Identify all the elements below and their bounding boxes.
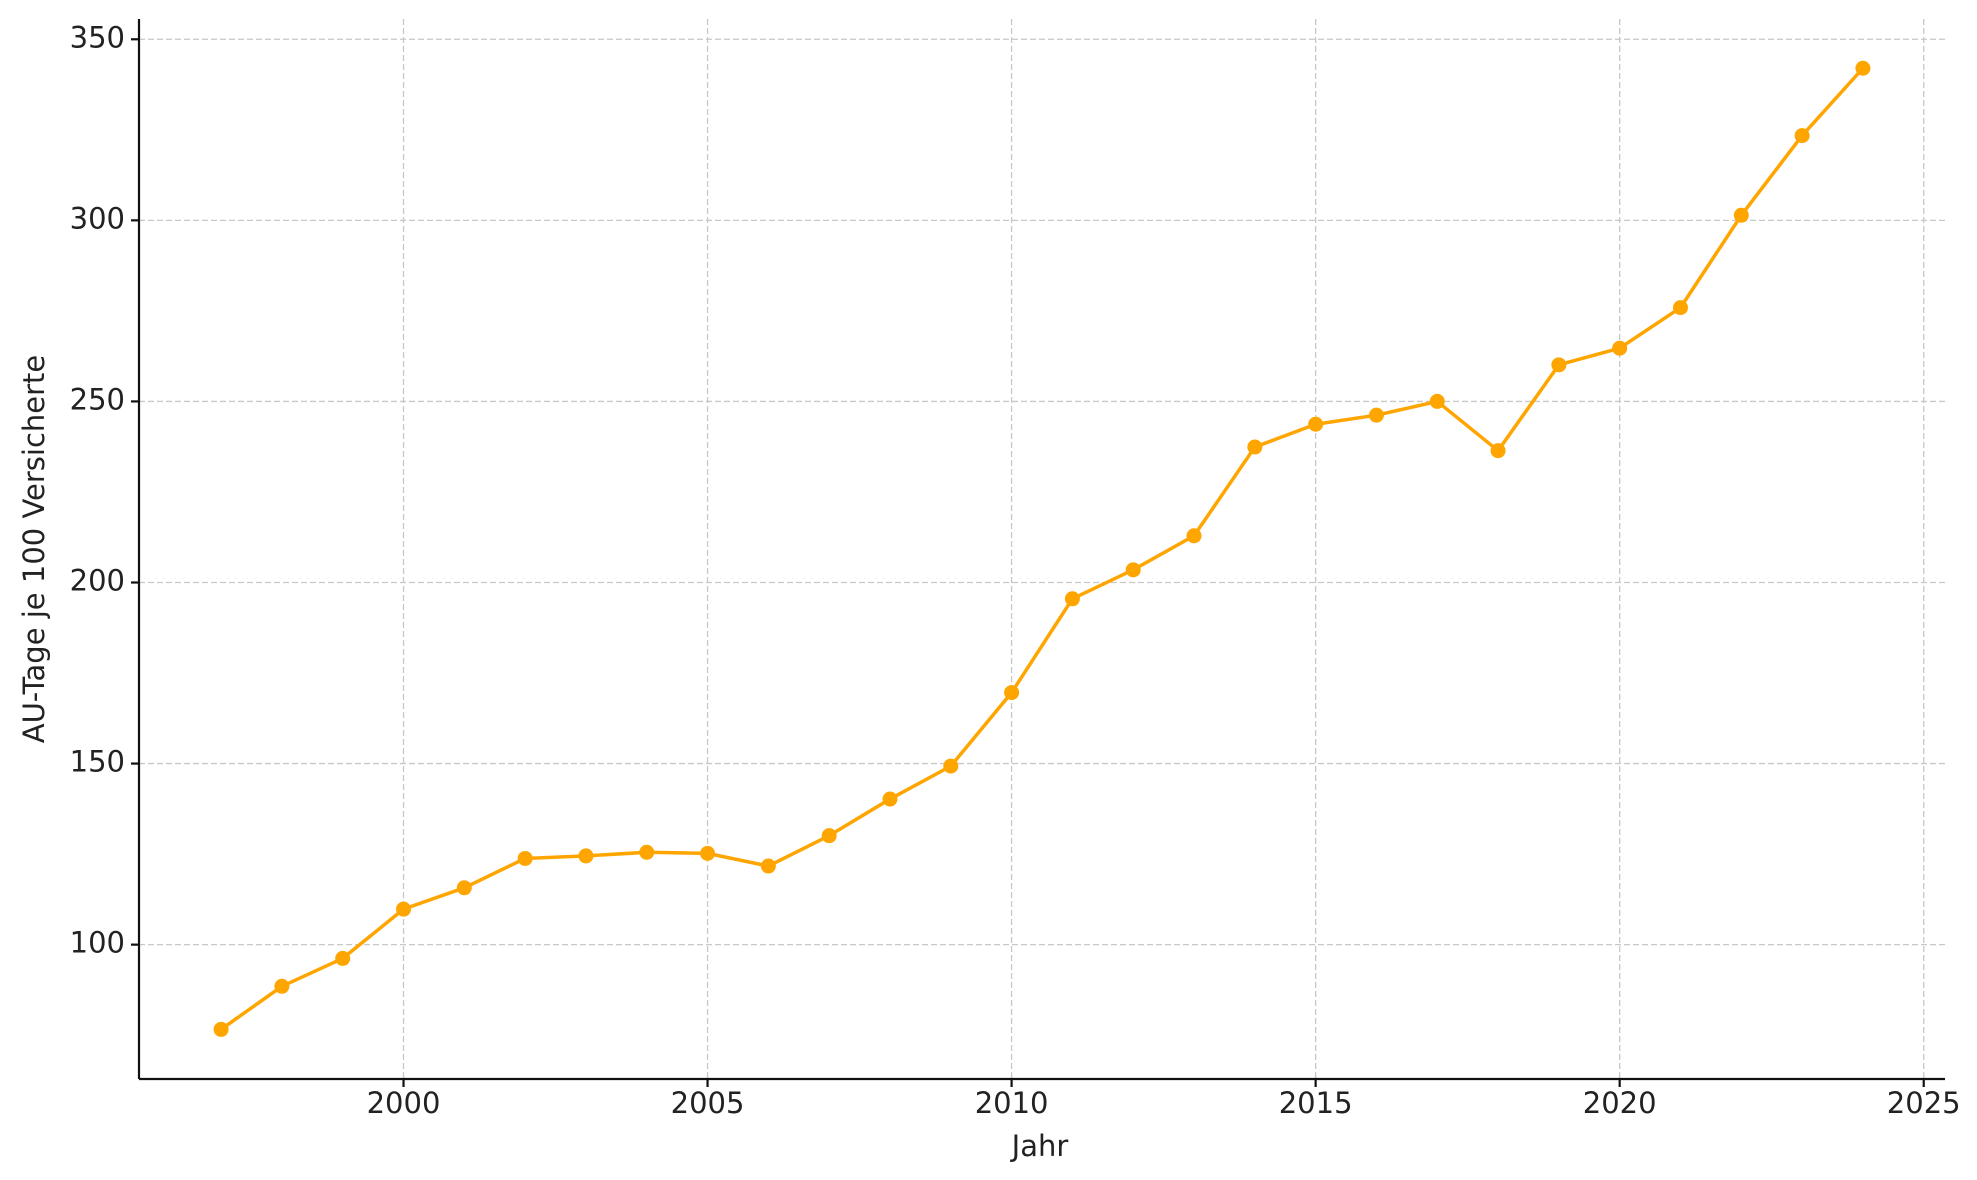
- point: [213, 1021, 229, 1037]
- point: [1612, 340, 1628, 356]
- point: [335, 950, 351, 966]
- y-tick-label: 300: [70, 201, 125, 235]
- point: [1368, 407, 1384, 423]
- x-tick-label: 2020: [1583, 1086, 1657, 1120]
- point: [1308, 416, 1324, 432]
- x-tick-label: 2010: [975, 1086, 1049, 1120]
- point: [760, 858, 776, 874]
- point: [274, 978, 290, 994]
- point: [1794, 128, 1810, 144]
- y-tick-label: 100: [70, 926, 125, 960]
- point: [1733, 207, 1749, 223]
- line: [220, 67, 1865, 1031]
- point: [1490, 443, 1506, 459]
- point: [1855, 60, 1871, 76]
- point: [396, 901, 412, 917]
- point: [456, 880, 472, 896]
- point: [639, 844, 655, 860]
- point: [1551, 357, 1567, 373]
- x-tick-label: 2015: [1279, 1086, 1353, 1120]
- point: [1247, 439, 1263, 455]
- x-axis-label: Jahr: [1010, 1129, 1069, 1163]
- x-tick-label: 2000: [367, 1086, 441, 1120]
- y-axis-label: AU-Tage je 100 Versicherte: [17, 355, 51, 744]
- point: [1125, 562, 1141, 578]
- y-tick-label: 350: [70, 20, 125, 54]
- x-tick-label: 2005: [671, 1086, 745, 1120]
- point: [1064, 591, 1080, 607]
- y-tick-label: 250: [70, 382, 125, 416]
- point: [1186, 528, 1202, 544]
- x-tick-label: 2025: [1887, 1086, 1961, 1120]
- point: [1429, 393, 1445, 409]
- point: [1004, 685, 1020, 701]
- point: [943, 758, 959, 774]
- y-tick-label: 200: [70, 563, 125, 597]
- point: [578, 848, 594, 864]
- point: [882, 791, 898, 807]
- y-tick-label: 150: [70, 745, 125, 779]
- point: [821, 828, 837, 844]
- point: [517, 850, 533, 866]
- point: [700, 845, 716, 861]
- point: [1672, 300, 1688, 316]
